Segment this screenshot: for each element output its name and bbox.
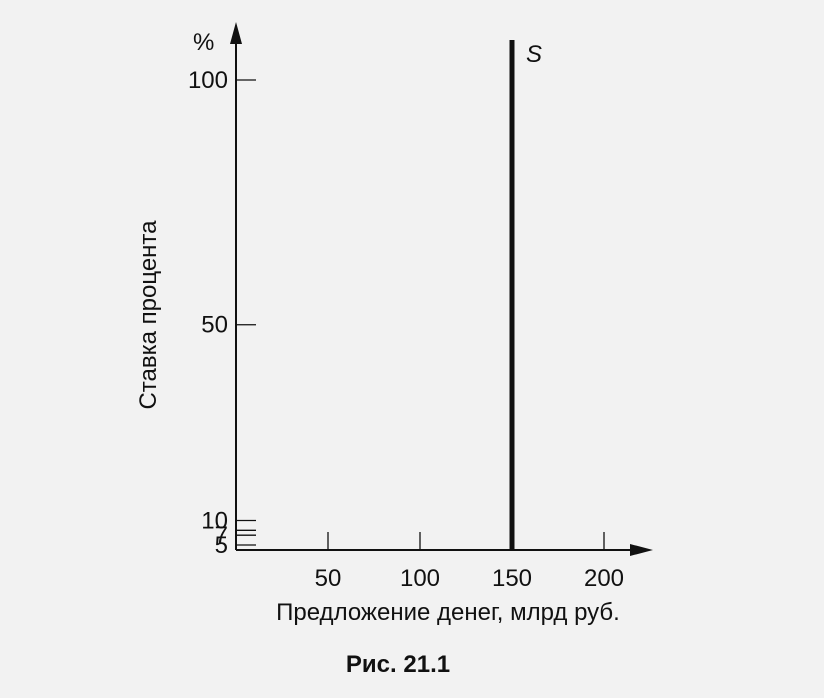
series: S <box>509 40 542 550</box>
y-tick-label-10: 10 <box>201 508 228 535</box>
y-unit-label: % <box>193 29 214 56</box>
y-tick-label-50: 50 <box>201 312 228 339</box>
axes <box>230 22 653 556</box>
x-tick-label-200: 200 <box>584 565 624 592</box>
x-tick-label-50: 50 <box>315 565 342 592</box>
x-tick-label-100: 100 <box>400 565 440 592</box>
x-tick-label-150: 150 <box>492 565 532 592</box>
x-axis-title: Предложение денег, млрд руб. <box>276 599 620 626</box>
x-ticks: 50 100 150 200 <box>315 532 624 592</box>
y-tick-label-7: 7 <box>215 522 228 549</box>
y-axis-arrow <box>230 22 242 44</box>
y-tick-label-5: 5 <box>215 532 228 559</box>
y-axis-title: Ставка процента <box>135 220 162 410</box>
series-label-s: S <box>526 41 542 68</box>
y-tick-label-100: 100 <box>188 67 228 94</box>
figure-caption: Рис. 21.1 <box>346 651 450 678</box>
x-axis-arrow <box>630 544 653 556</box>
